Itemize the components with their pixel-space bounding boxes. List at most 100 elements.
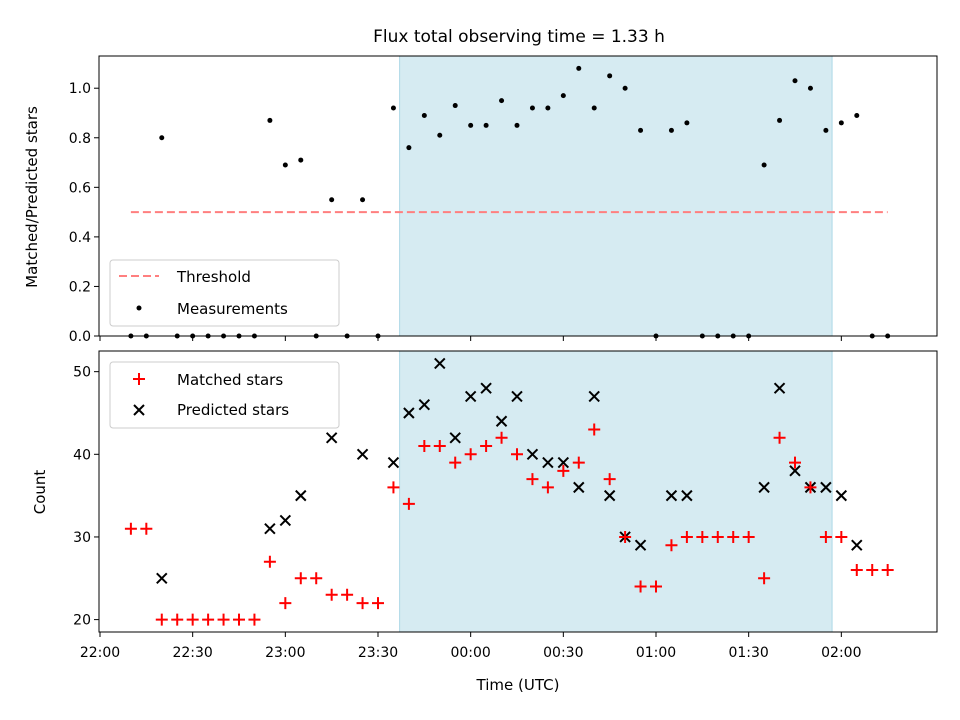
measurement-point <box>777 117 783 123</box>
matched-star-point <box>742 530 755 543</box>
measurement-point <box>514 122 520 128</box>
matched-star-point <box>233 613 245 626</box>
predicted-star-point <box>634 539 647 551</box>
measurement-point <box>159 135 165 141</box>
measurement-point <box>607 73 613 79</box>
bottom-axes-frame <box>98 350 938 633</box>
matched-star-point <box>279 597 292 610</box>
matched-star-point <box>835 530 848 543</box>
measurement-point <box>638 127 644 133</box>
x-tick-label: 23:00 <box>265 645 305 661</box>
matched-star-point <box>526 473 539 486</box>
matched-star-point <box>619 530 632 543</box>
predicted-star-point <box>665 489 678 502</box>
matched-star-point <box>696 530 709 543</box>
top-y-tick-label: 0.4 <box>69 230 91 246</box>
matched-star-point <box>650 580 662 593</box>
predicted-star-point <box>526 448 539 461</box>
predicted-star-point <box>603 489 616 502</box>
matched-star-point <box>248 613 261 626</box>
matched-star-point <box>866 564 879 577</box>
count-points <box>124 357 894 626</box>
predicted-star-point <box>773 382 786 394</box>
matched-star-point <box>773 431 786 444</box>
matched-star-point <box>325 588 338 601</box>
x-tick-label: 01:30 <box>728 645 768 661</box>
predicted-star-point <box>325 432 338 444</box>
measurement-point <box>854 112 860 118</box>
bottom-panel: 20 30 40 50 22:00 22:30 23:00 23:30 00:00 00:30 0… <box>31 350 938 694</box>
matched-star-point <box>557 464 570 477</box>
predicted-star-point <box>820 481 832 494</box>
predicted-star-point <box>480 382 492 394</box>
predicted-star-point <box>387 456 400 469</box>
predicted-star-point <box>789 465 801 477</box>
predicted-star-point <box>835 489 848 502</box>
x-tick-label: 02:00 <box>821 645 861 661</box>
measurement-point <box>684 120 690 126</box>
predicted-star-point <box>573 481 585 494</box>
predicted-star-point <box>464 390 477 403</box>
bottom-y-tick-label: 50 <box>73 365 91 381</box>
chart-title: Flux total observing time = 1.33 h <box>373 27 665 47</box>
matched-star-point <box>433 440 446 453</box>
measurement-point <box>483 122 489 128</box>
legend-measurement-label: Measurements <box>177 300 288 318</box>
measurement-point <box>807 85 813 91</box>
matched-star-point <box>217 613 230 626</box>
matched-star-point <box>711 530 724 543</box>
measurement-point <box>591 105 597 111</box>
matched-star-point <box>480 440 493 453</box>
x-tick-label: 00:30 <box>543 645 583 661</box>
predicted-star-point <box>434 357 446 370</box>
top-legend: Threshold Measurements <box>109 259 340 327</box>
x-tick-label: 01:00 <box>636 645 676 661</box>
matched-star-point <box>665 539 678 552</box>
x-tick-label: 22:30 <box>172 645 212 661</box>
measurement-point <box>452 103 458 109</box>
predicted-star-point <box>264 522 276 535</box>
x-axis-label: Time (UTC) <box>476 676 560 694</box>
matched-star-point <box>789 456 801 469</box>
measurement-point <box>329 197 335 203</box>
top-axes-frame <box>98 55 938 337</box>
matched-star-point <box>372 597 384 610</box>
matched-star-point <box>634 580 647 593</box>
measurement-point <box>421 112 427 118</box>
matched-star-point <box>418 440 431 453</box>
matched-star-point <box>449 456 462 469</box>
matched-star-point <box>804 481 817 494</box>
bottom-y-tick-label: 40 <box>73 447 91 463</box>
top-x-ticks <box>99 336 842 341</box>
matched-star-point <box>495 431 508 444</box>
matched-star-point <box>572 456 585 469</box>
matched-star-point <box>387 481 400 494</box>
measurement-point <box>792 78 798 84</box>
top-y-tick-label: 0.8 <box>69 131 91 147</box>
measurement-point <box>545 105 551 111</box>
matched-star-point <box>541 481 554 494</box>
matched-star-point <box>680 530 693 543</box>
matched-star-point <box>294 572 307 585</box>
predicted-star-point <box>295 489 307 502</box>
matched-star-point <box>263 555 276 568</box>
top-y-ticks: 0.0 0.2 0.4 0.6 0.8 1.0 <box>69 81 99 345</box>
measurement-point <box>499 98 505 104</box>
matched-star-point <box>171 613 184 626</box>
matched-star-point <box>758 572 771 585</box>
predicted-star-point <box>418 399 431 411</box>
measurement-point <box>360 197 366 203</box>
bottom-legend: Matched stars Predicted stars <box>109 361 340 429</box>
matched-star-point <box>124 522 137 535</box>
measurement-point <box>468 122 474 128</box>
measurement-point <box>576 65 582 71</box>
matched-star-point <box>464 448 477 461</box>
measurement-point <box>390 105 396 111</box>
predicted-star-point <box>279 514 292 527</box>
legend-measurement-swatch <box>136 305 142 311</box>
measurement-point <box>282 162 288 168</box>
predicted-star-point <box>681 489 693 502</box>
matched-star-point <box>511 448 523 461</box>
x-tick-label: 22:00 <box>80 645 120 661</box>
